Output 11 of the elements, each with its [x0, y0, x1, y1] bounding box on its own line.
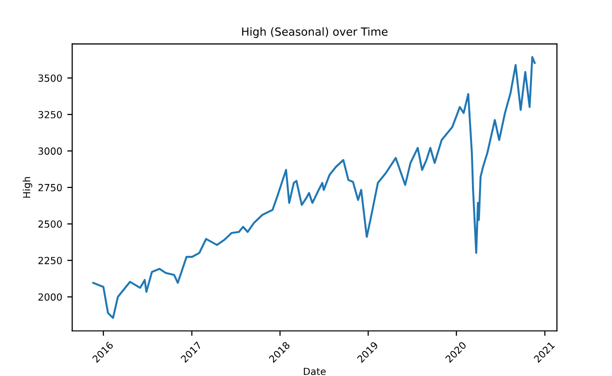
y-tick-label: 3000: [38, 147, 62, 155]
y-tick-label: 3250: [38, 110, 62, 118]
y-tick-label: 2500: [38, 220, 62, 228]
y-tick-label: 2000: [38, 293, 62, 301]
chart-title: High (Seasonal) over Time: [242, 27, 388, 38]
line-series: [92, 56, 536, 319]
y-tick-label: 3500: [38, 74, 62, 82]
y-tick-label: 2250: [38, 256, 62, 264]
x-axis-title: Date: [304, 368, 326, 376]
y-axis-title: High: [22, 177, 32, 198]
y-tick-label: 2750: [38, 184, 62, 192]
